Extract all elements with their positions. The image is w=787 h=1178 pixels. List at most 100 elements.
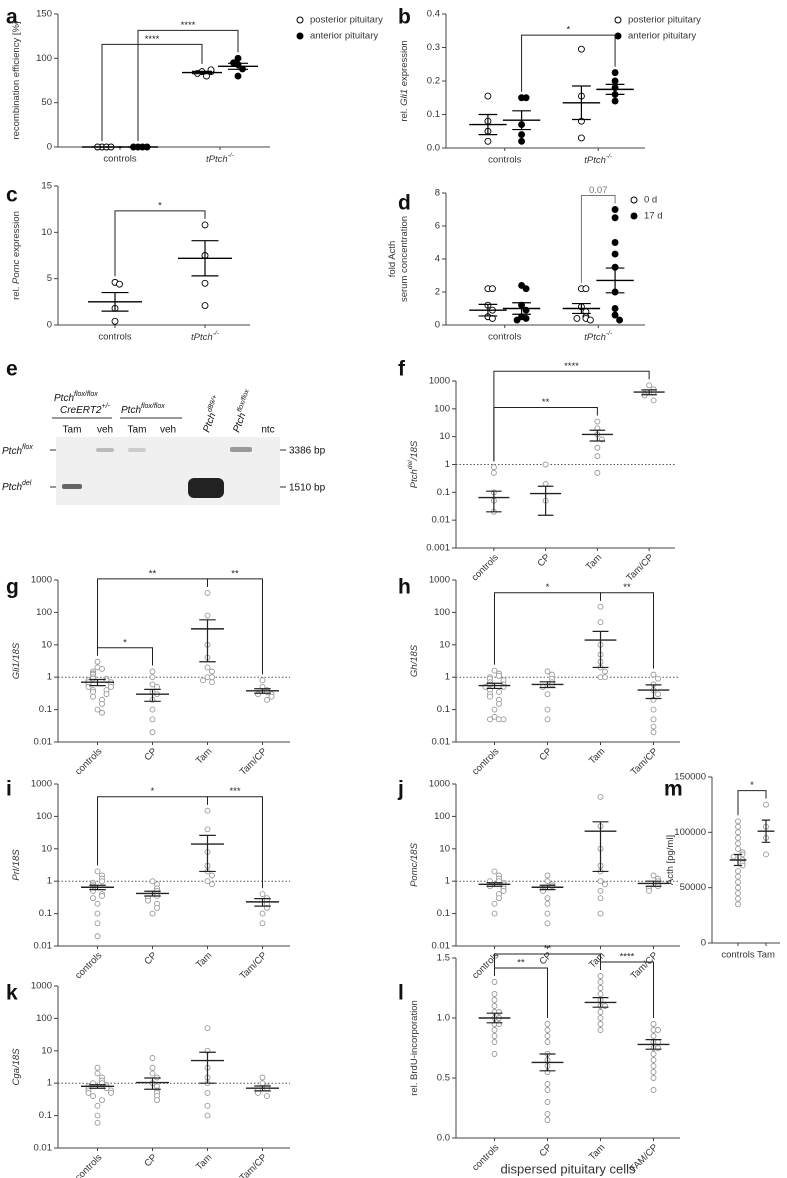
data-point xyxy=(763,801,769,808)
data-point xyxy=(611,311,619,319)
x-tick-label: Tam/CP xyxy=(629,746,661,778)
x-tick-label: tPtch-/- xyxy=(584,153,613,165)
x-tick-label: controls xyxy=(73,950,104,981)
data-point xyxy=(491,713,498,720)
x-tick-label: CP xyxy=(142,950,159,967)
y-tick-label: 0.1 xyxy=(39,704,52,715)
data-point xyxy=(735,818,741,825)
label-part: Ptch xyxy=(121,405,141,416)
data-point xyxy=(204,589,211,596)
panel-letter: b xyxy=(398,6,411,29)
x-tick-label: CP xyxy=(537,1142,554,1159)
data-point xyxy=(597,1021,604,1027)
label-part: -/- xyxy=(213,330,220,337)
panel-letter: l xyxy=(398,982,404,1005)
data-point xyxy=(650,671,657,678)
y-tick-label: 6 xyxy=(435,221,440,232)
data-point xyxy=(522,285,530,293)
legend-marker xyxy=(614,32,622,40)
data-point xyxy=(597,1015,604,1021)
data-point xyxy=(650,706,657,713)
data-point xyxy=(611,77,619,85)
data-point xyxy=(597,888,604,894)
data-point xyxy=(149,1055,156,1061)
y-tick-label: 0.1 xyxy=(39,908,52,919)
y-tick-label: 1.5 xyxy=(437,953,450,964)
data-point xyxy=(204,1102,211,1109)
x-tick-label: Tam/CP xyxy=(624,552,656,584)
legend-label: posterior pituitary xyxy=(628,15,701,26)
significance-bracket xyxy=(600,592,654,669)
x-tick-label: CP xyxy=(142,746,159,763)
data-point xyxy=(116,280,123,288)
data-point xyxy=(544,1033,551,1039)
band-size: 1510 bp xyxy=(289,483,326,494)
data-point xyxy=(145,897,151,904)
y-axis-label: Gli1/18S xyxy=(11,642,22,679)
data-point xyxy=(544,1039,551,1045)
x-tick-label: controls xyxy=(470,1142,501,1173)
panel-letter: g xyxy=(6,576,19,599)
data-point xyxy=(94,910,101,917)
data-point xyxy=(204,807,211,814)
data-point xyxy=(149,668,156,675)
data-point xyxy=(487,716,493,723)
significance-label: ** xyxy=(517,958,525,969)
x-tick-label: tPtch-/- xyxy=(584,330,613,342)
data-point xyxy=(577,134,585,142)
y-tick-label: 150 xyxy=(36,9,52,20)
data-point xyxy=(234,54,242,62)
data-point xyxy=(204,1112,211,1119)
label-part: Ptch xyxy=(2,482,22,493)
x-tick-label: CP xyxy=(142,1152,159,1169)
data-point xyxy=(491,1027,498,1033)
group-label: Ptchflox/flox xyxy=(121,403,165,415)
y-axis-label: Prl/18S xyxy=(11,849,22,881)
error-bar xyxy=(478,113,498,136)
data-point xyxy=(491,979,498,985)
data-point xyxy=(491,997,498,1003)
legend-marker xyxy=(630,196,638,204)
y-axis-label: recombination efficiency [%] xyxy=(11,21,22,139)
data-point xyxy=(204,878,211,885)
significance-label: * xyxy=(750,780,754,791)
legend-label: anterior pituitary xyxy=(310,31,378,42)
significance-bracket xyxy=(494,592,601,665)
data-point xyxy=(94,920,101,927)
data-point xyxy=(597,991,604,997)
y-tick-label: 0.5 xyxy=(437,1073,450,1084)
label-part: /18S xyxy=(409,440,420,461)
gel-panel: Ptchflox/flox CreERT2+/- Ptchflox/flox T… xyxy=(2,388,326,505)
significance-bracket xyxy=(207,796,263,889)
label-part: -/- xyxy=(606,153,613,160)
data-point xyxy=(597,603,604,610)
y-tick-label: 1.0 xyxy=(437,1013,450,1024)
label-part: -/- xyxy=(606,330,613,337)
data-point xyxy=(94,1070,101,1077)
significance-label: * xyxy=(151,786,155,797)
data-point xyxy=(542,461,549,468)
y-tick-label: 0.3 xyxy=(427,42,440,53)
error-bar xyxy=(254,688,271,694)
significance-label: 0.07 xyxy=(589,185,608,196)
error-bar xyxy=(539,884,556,891)
data-point xyxy=(99,893,105,899)
data-point xyxy=(496,672,502,679)
y-tick-label: 1 xyxy=(445,459,450,470)
data-point xyxy=(597,973,604,979)
data-point xyxy=(650,1021,657,1027)
y-tick-label: 0.2 xyxy=(427,76,440,87)
data-point xyxy=(491,868,498,875)
data-point xyxy=(496,689,502,695)
data-point xyxy=(204,612,211,619)
data-point xyxy=(544,920,551,927)
data-point xyxy=(616,316,624,324)
y-tick-label: 0.01 xyxy=(432,737,451,748)
y-tick-label: 1 xyxy=(445,672,450,683)
error-bar xyxy=(486,682,503,690)
y-axis-label: rel. BrdU-incorporation xyxy=(409,1000,420,1096)
data-point xyxy=(94,1102,101,1109)
significance-bracket xyxy=(114,210,206,277)
data-point xyxy=(99,1097,105,1104)
